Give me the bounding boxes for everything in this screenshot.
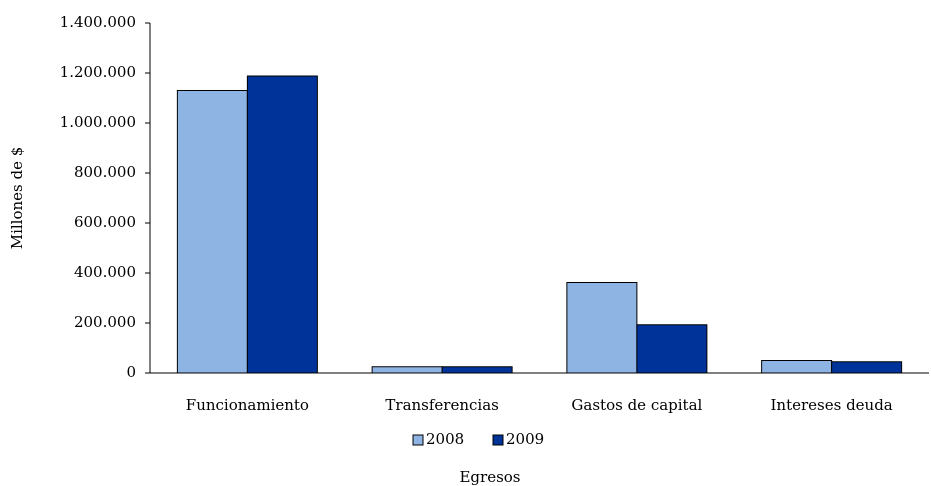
bar — [371, 366, 443, 374]
x-tick-label: Intereses deuda — [770, 396, 892, 414]
x-axis-title: Egresos — [459, 468, 520, 486]
legend-swatch — [492, 434, 504, 446]
y-tick-label: 1.400.000 — [60, 13, 136, 31]
y-tick-label: 200.000 — [74, 313, 136, 331]
y-tick-label: 1.000.000 — [60, 113, 136, 131]
x-tick-label: Funcionamiento — [186, 396, 309, 414]
y-tick-label: 0 — [126, 363, 136, 381]
x-tick-label: Transferencias — [385, 396, 498, 414]
y-tick-label: 400.000 — [74, 263, 136, 281]
y-tick-label: 1.200.000 — [60, 63, 136, 81]
legend-swatch — [412, 434, 424, 446]
bar — [176, 90, 248, 374]
y-tick-label: 800.000 — [74, 163, 136, 181]
y-tick-label: 600.000 — [74, 213, 136, 231]
bar — [761, 360, 833, 374]
bar — [566, 282, 638, 374]
legend-label: 2009 — [506, 430, 544, 448]
x-tick-label: Gastos de capital — [571, 396, 702, 414]
legend-label: 2008 — [426, 430, 464, 448]
bar — [441, 366, 513, 374]
bar — [246, 75, 318, 374]
y-axis-title: Millones de $ — [8, 147, 26, 250]
bar — [831, 361, 903, 374]
bar — [636, 324, 708, 374]
